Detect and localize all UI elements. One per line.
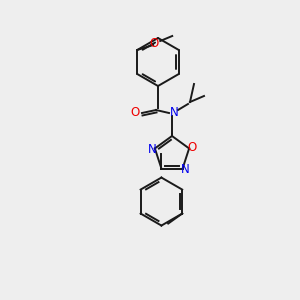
Text: O: O (188, 141, 197, 154)
Text: N: N (169, 106, 178, 118)
Text: O: O (150, 37, 159, 50)
Text: N: N (148, 143, 156, 156)
Text: N: N (181, 163, 190, 176)
Text: O: O (130, 106, 140, 119)
